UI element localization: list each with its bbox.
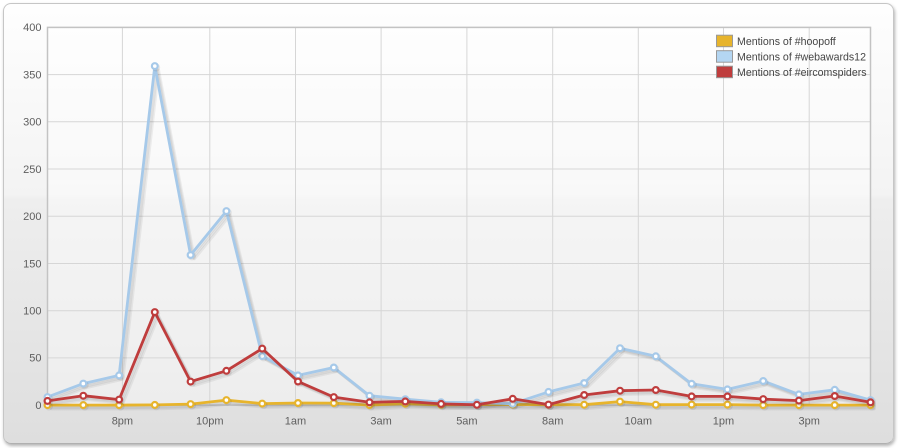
svg-text:1am: 1am (285, 416, 306, 428)
svg-text:1pm: 1pm (713, 416, 734, 428)
svg-text:250: 250 (23, 164, 41, 176)
svg-text:Mentions of #webawards12: Mentions of #webawards12 (737, 52, 866, 64)
svg-text:300: 300 (23, 117, 41, 129)
svg-text:0: 0 (35, 400, 41, 412)
svg-text:400: 400 (23, 22, 41, 34)
svg-text:10pm: 10pm (196, 416, 224, 428)
svg-text:Mentions of #eircomspiders: Mentions of #eircomspiders (737, 67, 867, 79)
svg-text:8am: 8am (542, 416, 563, 428)
svg-text:Mentions of #hoopoff: Mentions of #hoopoff (737, 36, 836, 48)
svg-text:350: 350 (23, 69, 41, 81)
svg-text:3pm: 3pm (798, 416, 819, 428)
svg-text:150: 150 (23, 258, 41, 270)
svg-text:10am: 10am (625, 416, 653, 428)
svg-text:3am: 3am (370, 416, 391, 428)
svg-text:8pm: 8pm (112, 416, 133, 428)
svg-text:200: 200 (23, 211, 41, 223)
svg-text:50: 50 (29, 353, 41, 365)
svg-text:100: 100 (23, 306, 41, 318)
svg-text:5am: 5am (456, 416, 477, 428)
